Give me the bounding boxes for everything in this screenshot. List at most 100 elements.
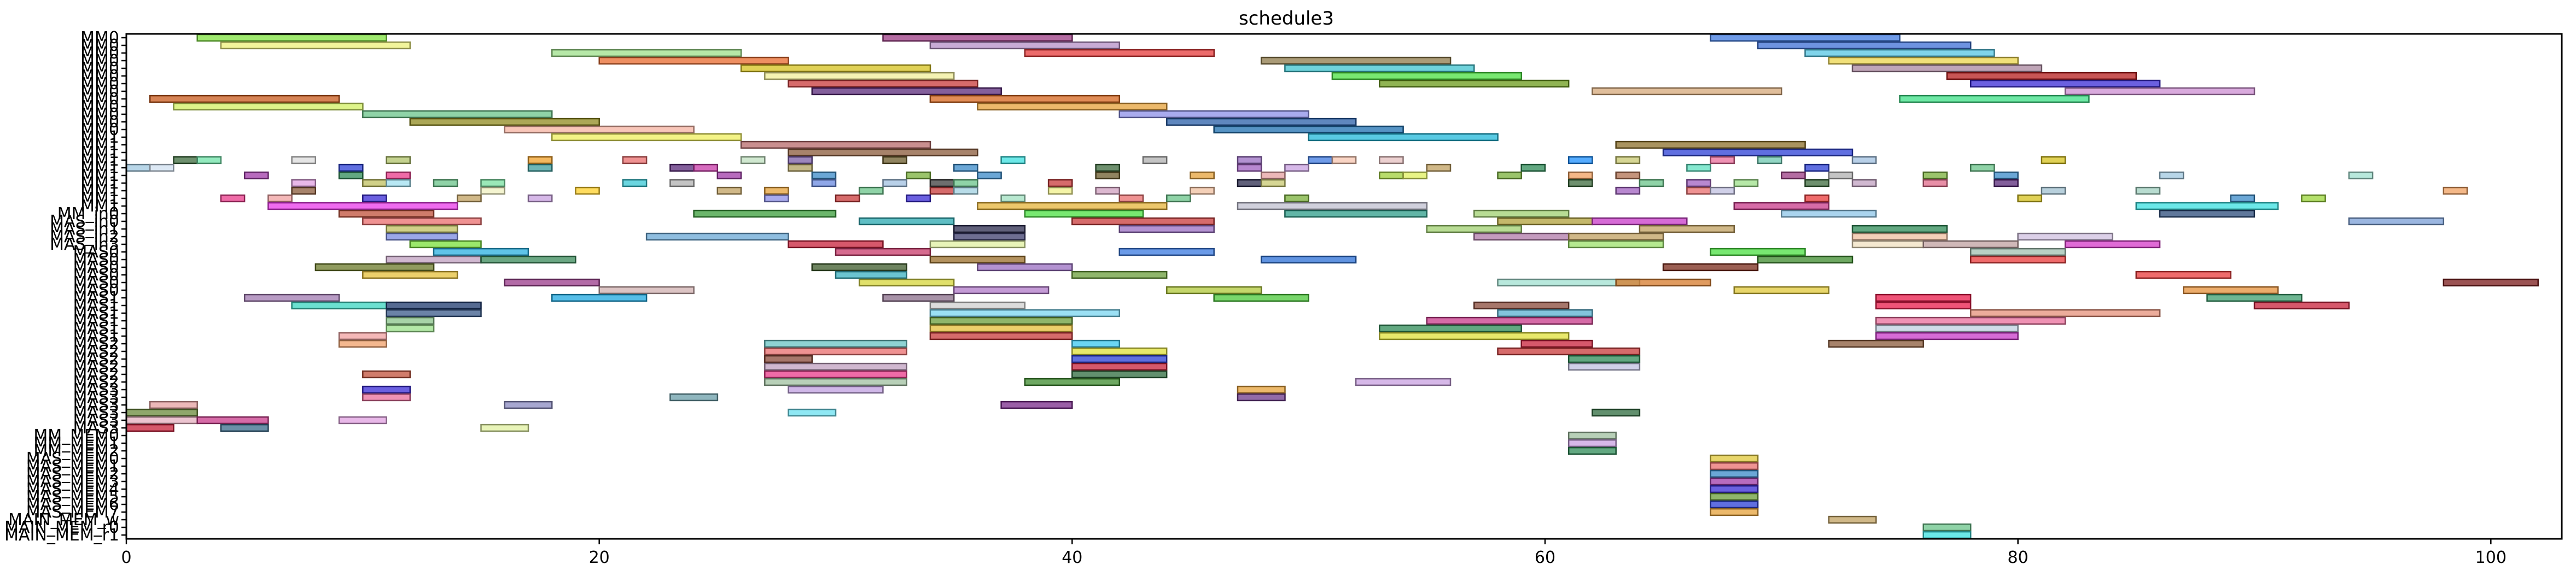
task-bar: [1567, 355, 1641, 363]
task-bar: [2159, 209, 2256, 218]
task-bar: [953, 286, 1050, 295]
task-bar: [1710, 156, 1735, 164]
y-tick-label: MM0: [80, 59, 119, 78]
task-bar: [338, 416, 387, 425]
task-bar: [1828, 171, 1854, 180]
task-bar: [457, 194, 482, 203]
task-bar: [1426, 316, 1593, 325]
y-tick-label: MM1: [80, 166, 119, 185]
y-tick-label: MM_in0: [57, 204, 119, 224]
task-bar: [1757, 41, 1972, 50]
y-tick-label: MM0: [80, 105, 119, 124]
task-bar: [362, 217, 482, 226]
task-bar: [1260, 171, 1286, 180]
task-bar: [2443, 186, 2468, 195]
task-bar: [2159, 171, 2184, 180]
x-tick-label: 100: [2475, 548, 2507, 567]
y-tick-label: MAS_in2: [50, 227, 119, 246]
task-bar: [1922, 179, 1948, 187]
task-bar: [196, 33, 387, 42]
x-tick-label: 0: [121, 548, 131, 567]
task-bar: [929, 301, 1026, 310]
task-bar: [598, 56, 789, 65]
task-bar: [740, 156, 766, 164]
task-bar: [929, 309, 1121, 318]
task-bar: [2348, 171, 2374, 180]
task-bar: [433, 179, 458, 187]
y-tick-label: MAS_MEM6: [26, 495, 119, 514]
task-bar: [1615, 186, 1641, 195]
task-bar: [1284, 64, 1475, 73]
task-bar: [929, 186, 955, 195]
x-tick-label: 80: [2008, 548, 2029, 567]
task-bar: [551, 49, 742, 57]
task-bar: [929, 324, 1073, 333]
task-bar: [1757, 255, 1854, 264]
task-bar: [858, 186, 884, 195]
task-bar: [858, 217, 955, 226]
task-bar: [1710, 485, 1759, 493]
task-bar: [386, 225, 458, 233]
y-tick-label: MAS0: [73, 281, 119, 300]
task-bar: [2017, 232, 2113, 241]
task-bar: [125, 416, 198, 425]
task-bar: [764, 378, 907, 386]
task-bar: [1118, 225, 1215, 233]
task-bar: [1710, 33, 1901, 42]
task-bar: [1969, 79, 2161, 88]
y-tick-label: MAS_in0: [50, 212, 119, 231]
y-tick-label: MAS3: [73, 419, 119, 438]
task-bar: [1662, 263, 1759, 272]
y-tick-label: MAS_MEM3: [26, 472, 119, 491]
task-bar: [149, 163, 174, 172]
task-bar: [835, 194, 860, 203]
task-bar: [2230, 194, 2256, 203]
task-bar: [527, 163, 553, 172]
y-tick-label: MAS1: [73, 296, 119, 315]
task-bar: [386, 232, 458, 241]
y-tick-label: MM0: [80, 113, 119, 132]
y-tick-label: MAS3: [73, 403, 119, 422]
task-bar: [362, 110, 553, 119]
task-bar: [764, 362, 907, 371]
task-bar: [1071, 370, 1168, 379]
y-tick-label: MAS1: [73, 304, 119, 323]
task-bar: [1828, 515, 1877, 524]
task-bar: [1213, 125, 1404, 134]
task-bar: [1875, 301, 1972, 310]
task-bar: [243, 293, 340, 302]
task-bar: [1733, 179, 1759, 187]
task-bar: [386, 316, 435, 325]
task-bar: [1308, 156, 1333, 164]
task-bar: [575, 186, 600, 195]
task-bar: [1686, 163, 1711, 172]
task-bar: [788, 163, 813, 172]
task-bar: [1308, 133, 1499, 142]
task-bar: [338, 209, 435, 218]
task-bar: [1047, 186, 1073, 195]
task-bar: [811, 263, 907, 272]
task-bar: [1615, 278, 1711, 287]
task-bar: [125, 408, 198, 417]
task-bar: [1994, 179, 2019, 187]
task-bar: [622, 179, 648, 187]
task-bar: [1000, 156, 1026, 164]
task-bar: [1142, 156, 1168, 164]
task-bar: [1851, 232, 1948, 241]
task-bar: [480, 424, 529, 432]
task-bar: [669, 163, 695, 172]
task-bar: [953, 225, 1026, 233]
task-bar: [551, 293, 648, 302]
task-bar: [1071, 362, 1168, 371]
task-bar: [1592, 217, 1688, 226]
y-tick-label: MAS_MEM0: [26, 449, 119, 468]
task-bar: [764, 339, 907, 348]
task-bar: [811, 171, 837, 180]
task-bar: [338, 339, 387, 348]
task-bar: [1710, 462, 1759, 471]
task-bar: [1922, 240, 2019, 249]
task-bar: [2348, 217, 2445, 226]
task-bar: [2301, 194, 2326, 203]
y-tick-label: MAS0: [73, 250, 119, 269]
task-bar: [1567, 439, 1617, 448]
